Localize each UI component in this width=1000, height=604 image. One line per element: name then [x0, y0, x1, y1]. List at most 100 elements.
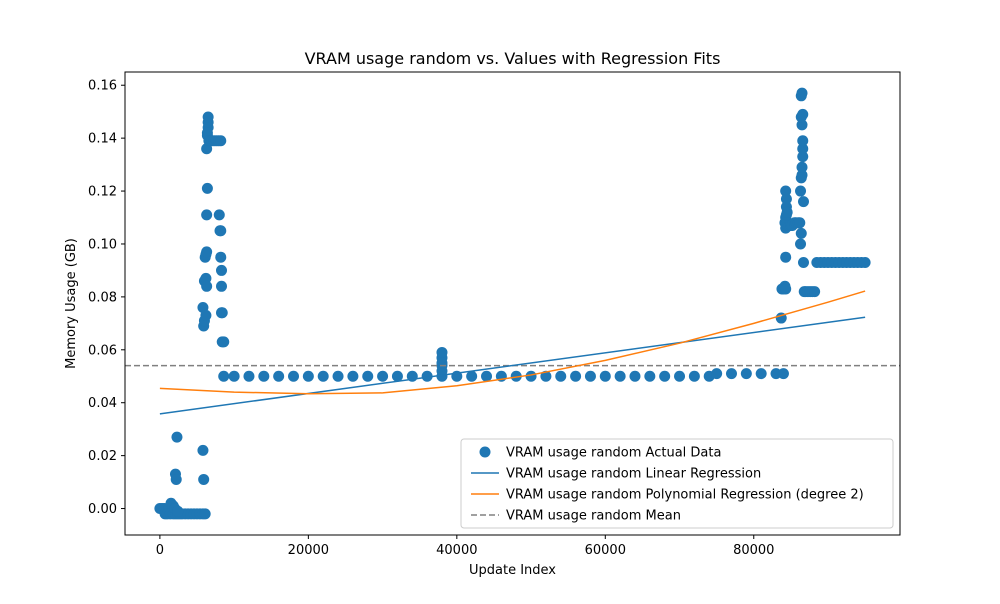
data-point: [859, 256, 871, 268]
data-point: [688, 370, 700, 382]
data-point: [200, 309, 212, 321]
data-point: [629, 370, 641, 382]
data-point: [216, 307, 228, 319]
legend-box: [460, 438, 894, 529]
data-point: [213, 209, 225, 221]
data-point: [780, 283, 792, 295]
data-point: [216, 264, 228, 276]
data-point: [171, 431, 183, 443]
data-point: [202, 111, 214, 123]
data-point: [797, 108, 809, 120]
data-point: [644, 370, 656, 382]
data-point: [362, 370, 374, 382]
data-point: [197, 444, 209, 456]
data-point: [258, 370, 270, 382]
data-point: [218, 370, 230, 382]
y-tick-label: 0.02: [88, 449, 117, 464]
x-tick-label: 0: [156, 543, 164, 558]
data-point: [725, 368, 737, 380]
data-point: [273, 370, 285, 382]
y-tick-label: 0.16: [88, 79, 117, 94]
data-point: [218, 336, 230, 348]
x-tick-label: 20000: [288, 543, 329, 558]
data-point: [796, 119, 808, 131]
data-point: [599, 370, 611, 382]
data-point: [201, 182, 213, 194]
polynomial-regression-line: [159, 290, 866, 395]
x-tick-label: 60000: [585, 543, 626, 558]
x-tick-label: 40000: [436, 543, 477, 558]
data-point: [584, 370, 596, 382]
data-point: [481, 370, 493, 382]
data-point: [510, 370, 522, 382]
data-point: [525, 370, 537, 382]
data-point: [780, 193, 792, 205]
scatter-points: [154, 87, 871, 520]
data-point: [777, 368, 789, 380]
data-point: [200, 272, 212, 284]
data-point: [780, 185, 792, 197]
legend-label-mean: VRAM usage random Mean: [506, 509, 681, 524]
y-tick-label: 0.12: [88, 185, 117, 200]
data-point: [780, 251, 792, 263]
plot-frame: [124, 71, 901, 536]
regression-lines: [125, 290, 900, 415]
data-point: [755, 368, 767, 380]
data-point: [711, 368, 723, 380]
chart-title: VRAM usage random vs. Values with Regres…: [305, 49, 721, 68]
data-point: [795, 185, 807, 197]
x-axis: 0 20000 40000 60000 80000: [156, 535, 774, 558]
data-point: [797, 135, 809, 147]
data-point: [555, 370, 567, 382]
y-tick-label: 0.14: [88, 132, 117, 147]
data-point: [243, 370, 255, 382]
data-point: [347, 370, 359, 382]
data-point: [796, 161, 808, 173]
legend: VRAM usage random Actual Data VRAM usage…: [460, 438, 894, 529]
data-point: [796, 169, 808, 181]
data-point: [436, 346, 448, 358]
data-point: [795, 238, 807, 250]
data-point: [216, 280, 228, 292]
y-tick-label: 0.04: [88, 396, 117, 411]
y-tick-label: 0.10: [88, 237, 117, 252]
y-tick-label: 0.00: [88, 502, 117, 517]
data-point: [797, 256, 809, 268]
legend-marker-actual: [479, 446, 491, 458]
data-point: [215, 251, 227, 263]
data-point: [228, 370, 240, 382]
data-point: [332, 370, 344, 382]
y-axis-label: Memory Usage (GB): [64, 238, 79, 369]
data-point: [201, 280, 213, 292]
data-point: [795, 227, 807, 239]
data-point: [570, 370, 582, 382]
data-point: [659, 370, 671, 382]
plot-area: [124, 71, 901, 536]
data-point: [674, 370, 686, 382]
y-tick-label: 0.08: [88, 290, 117, 305]
data-point: [201, 209, 213, 221]
x-axis-label: Update Index: [469, 563, 556, 578]
data-point: [215, 225, 227, 237]
data-point: [797, 151, 809, 163]
data-point: [377, 370, 389, 382]
data-point: [201, 246, 213, 258]
x-tick-label: 80000: [733, 543, 774, 558]
legend-label-poly: VRAM usage random Polynomial Regression …: [506, 488, 864, 503]
data-point: [540, 370, 552, 382]
data-point: [199, 508, 211, 520]
data-point: [797, 143, 809, 155]
data-point: [796, 87, 808, 99]
data-point: [614, 370, 626, 382]
data-point: [781, 206, 793, 218]
data-point: [794, 217, 806, 229]
legend-label-linear: VRAM usage random Linear Regression: [506, 467, 761, 482]
data-point: [172, 505, 184, 517]
data-point: [215, 135, 227, 147]
data-point: [797, 196, 809, 208]
data-point: [466, 370, 478, 382]
data-point: [317, 370, 329, 382]
data-point: [302, 370, 314, 382]
